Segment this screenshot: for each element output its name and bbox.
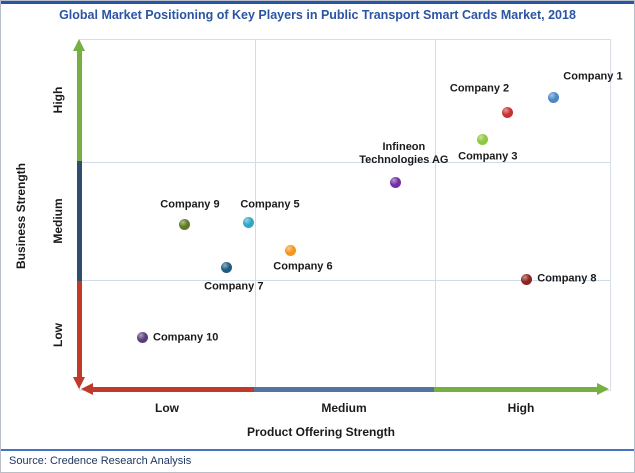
data-point xyxy=(547,91,559,103)
x-axis-high-segment xyxy=(434,387,597,392)
source-divider xyxy=(1,449,634,451)
y-axis-up-arrow-icon xyxy=(73,39,85,51)
data-point xyxy=(221,261,233,273)
y-tick-low: Low xyxy=(51,323,65,347)
data-point xyxy=(136,332,148,344)
plot-area: Company 1 Company 2 Company 3 Infineon Tech… xyxy=(79,39,623,391)
data-point-label: Company 6 xyxy=(273,260,333,273)
y-axis-title: Business Strength xyxy=(14,162,28,270)
data-point-label: Company 3 xyxy=(458,150,518,163)
y-tick-high: High xyxy=(51,86,65,114)
x-axis-low-segment xyxy=(93,387,254,392)
data-point xyxy=(477,133,489,145)
data-point xyxy=(520,273,532,285)
data-point-label: Company 10 xyxy=(153,331,219,344)
gridline-horizontal-1 xyxy=(80,162,610,164)
x-tick-medium: Medium xyxy=(321,401,367,415)
x-axis-title: Product Offering Strength xyxy=(247,425,395,439)
top-border xyxy=(1,1,634,4)
gridline-vertical-1 xyxy=(254,40,256,390)
data-point xyxy=(501,106,513,118)
source-text: Source: Credence Research Analysis xyxy=(9,455,192,467)
data-point-label: Infineon Technologies AG xyxy=(359,141,449,167)
data-point-label: Company 5 xyxy=(240,198,300,211)
data-point-label: Company 7 xyxy=(204,280,264,293)
data-point-label: Company 8 xyxy=(537,272,597,285)
y-axis-medium-segment xyxy=(77,161,82,281)
data-point xyxy=(285,244,297,256)
x-axis-medium-segment xyxy=(254,387,434,392)
data-point xyxy=(390,176,402,188)
data-point-label: Company 9 xyxy=(160,198,220,211)
data-point xyxy=(242,216,254,228)
y-axis-low-segment xyxy=(77,281,82,377)
y-tick-medium: Medium xyxy=(51,198,65,244)
y-axis-high-segment xyxy=(77,51,82,161)
chart-title: Global Market Positioning of Key Players… xyxy=(59,8,576,22)
data-point-label: Company 2 xyxy=(449,82,510,95)
x-tick-low: Low xyxy=(155,401,179,415)
gridline-horizontal-2 xyxy=(80,280,610,282)
x-axis-right-arrow-icon xyxy=(597,383,609,395)
gridline-vertical-2 xyxy=(435,40,437,390)
x-tick-high: High xyxy=(507,401,535,415)
data-point xyxy=(179,218,191,230)
x-axis-left-arrow-icon xyxy=(81,383,93,395)
data-point-label: Company 1 xyxy=(563,70,623,83)
